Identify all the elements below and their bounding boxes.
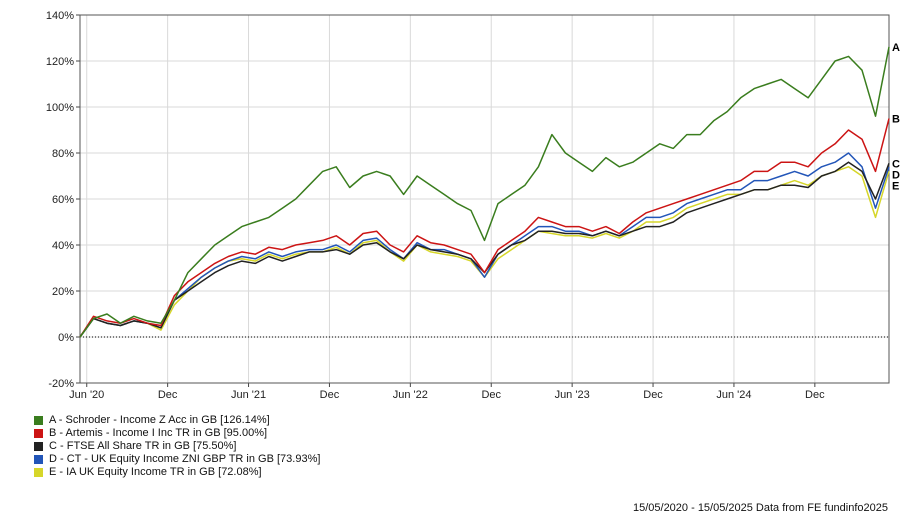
legend-label: D - CT - UK Equity Income ZNI GBP TR in … xyxy=(49,453,321,465)
legend-item: A - Schroder - Income Z Acc in GB [126.1… xyxy=(34,414,320,427)
y-tick-label: 40% xyxy=(52,240,74,252)
legend-item: E - IA UK Equity Income TR in GB [72.08%… xyxy=(34,466,320,479)
x-tick-label: Jun '21 xyxy=(231,389,266,401)
x-tick-label: Dec xyxy=(158,389,178,401)
series-end-label: B xyxy=(892,114,900,126)
y-tick-label: 20% xyxy=(52,286,74,298)
series-end-label: A xyxy=(892,42,900,54)
legend-label: B - Artemis - Income I Inc TR in GB [95.… xyxy=(49,427,268,439)
y-tick-label: 140% xyxy=(46,10,74,22)
x-tick-label: Dec xyxy=(481,389,501,401)
series-line-a xyxy=(79,46,890,338)
x-tick-label: Dec xyxy=(805,389,825,401)
series-end-label: E xyxy=(892,180,899,192)
legend-swatch xyxy=(34,416,43,425)
x-tick-label: Jun '24 xyxy=(716,389,751,401)
y-tick-label: 80% xyxy=(52,148,74,160)
series-end-label: C xyxy=(892,158,900,170)
legend-item: D - CT - UK Equity Income ZNI GBP TR in … xyxy=(34,453,320,466)
x-tick-label: Jun '22 xyxy=(393,389,428,401)
legend-swatch xyxy=(34,429,43,438)
line-chart: 140% 120% 100% 80% 60% 40% 20% 0% -20%Jun '20 Dec… xyxy=(46,10,900,401)
y-tick-label: 120% xyxy=(46,56,74,68)
y-tick-label: 60% xyxy=(52,194,74,206)
y-tick-label: 0% xyxy=(58,332,74,344)
legend-swatch xyxy=(34,455,43,464)
series-lines xyxy=(79,46,890,338)
x-tick-label: Dec xyxy=(320,389,340,401)
legend-item: B - Artemis - Income I Inc TR in GB [95.… xyxy=(34,427,320,440)
x-tick-label: Jun '23 xyxy=(555,389,590,401)
legend-swatch xyxy=(34,442,43,451)
legend-label: C - FTSE All Share TR in GB [75.50%] xyxy=(49,440,237,452)
series-line-e xyxy=(79,166,890,338)
legend: A - Schroder - Income Z Acc in GB [126.1… xyxy=(34,414,320,479)
series-line-d xyxy=(79,152,890,338)
date-range-footer: 15/05/2020 - 15/05/2025 Data from FE fun… xyxy=(632,502,888,514)
x-tick-label: Dec xyxy=(643,389,663,401)
axes xyxy=(76,14,890,387)
legend-label: E - IA UK Equity Income TR in GB [72.08%… xyxy=(49,466,262,478)
y-tick-label: -20% xyxy=(48,378,74,390)
tick-labels: 140% 120% 100% 80% 60% 40% 20% 0% -20%Jun '20 Dec… xyxy=(46,10,900,401)
y-tick-label: 100% xyxy=(46,102,74,114)
grid-lines xyxy=(80,14,889,384)
series-line-b xyxy=(79,118,890,338)
legend-item: C - FTSE All Share TR in GB [75.50%] xyxy=(34,440,320,453)
x-tick-label: Jun '20 xyxy=(69,389,104,401)
plot-frame xyxy=(79,14,890,384)
legend-swatch xyxy=(34,468,43,477)
series-line-c xyxy=(79,161,890,338)
series-end-label: D xyxy=(892,169,900,181)
legend-label: A - Schroder - Income Z Acc in GB [126.1… xyxy=(49,414,270,426)
